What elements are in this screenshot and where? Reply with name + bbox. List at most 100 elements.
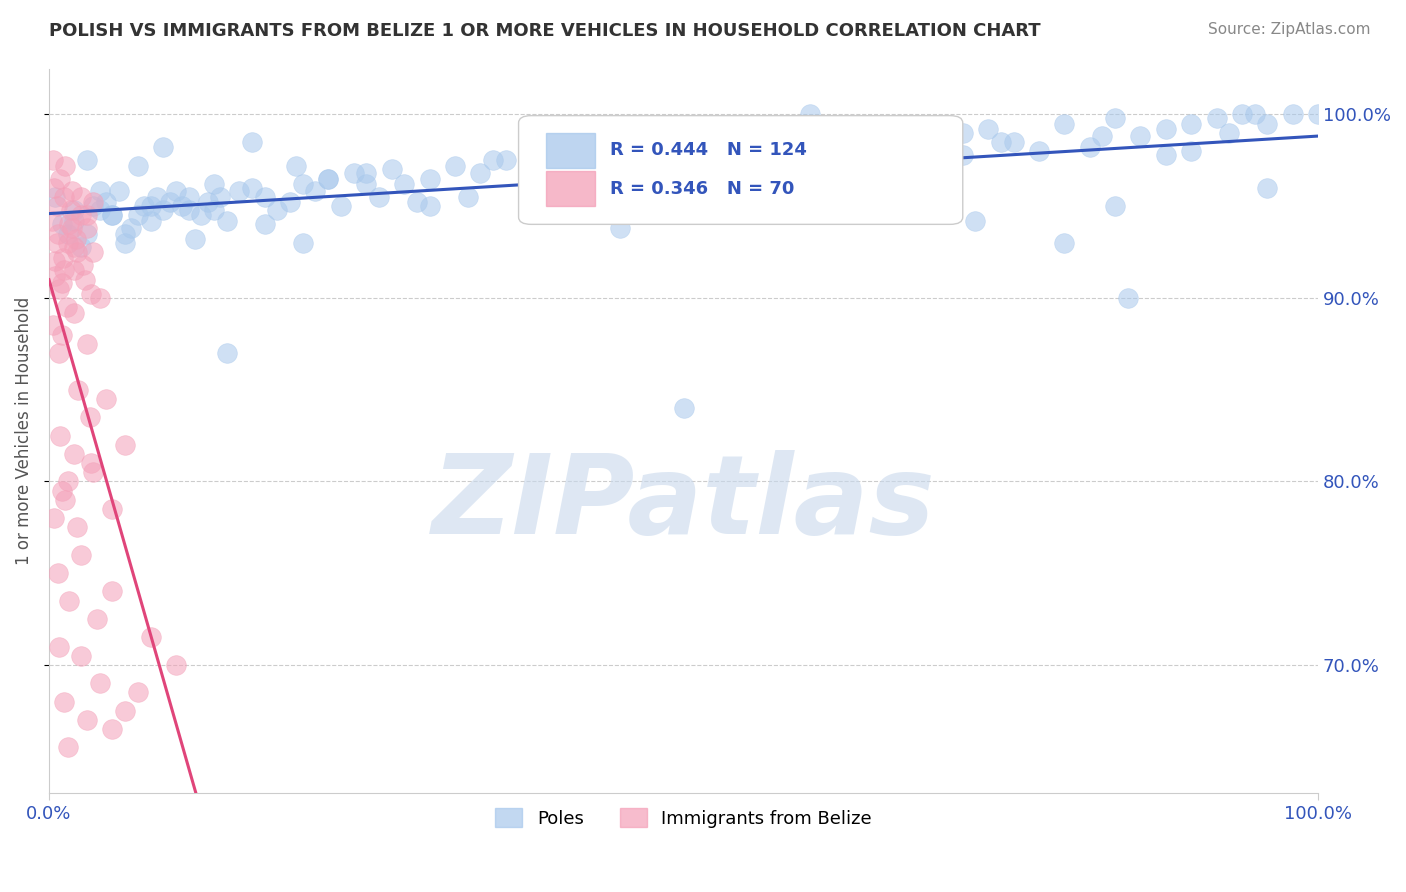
Point	[1091, 129, 1114, 144]
Point	[48, 282, 70, 296]
Point	[60, 185, 83, 199]
Point	[596, 144, 619, 158]
Point	[927, 126, 949, 140]
Point	[520, 190, 543, 204]
Point	[838, 171, 860, 186]
Point	[228, 185, 250, 199]
Point	[394, 177, 416, 191]
Point	[851, 129, 873, 144]
Point	[209, 190, 232, 204]
Text: ZIPatlas: ZIPatlas	[432, 450, 935, 557]
Point	[773, 159, 796, 173]
Point	[1129, 129, 1152, 144]
Point	[647, 166, 669, 180]
Point	[278, 195, 301, 210]
Point	[63, 239, 86, 253]
Point	[63, 263, 86, 277]
Point	[49, 171, 72, 186]
Point	[1116, 291, 1139, 305]
Point	[1308, 107, 1330, 121]
Point	[1180, 144, 1202, 158]
Point	[42, 153, 65, 168]
Point	[240, 181, 263, 195]
Point	[66, 520, 89, 534]
Point	[127, 685, 149, 699]
Point	[672, 159, 695, 173]
Point	[59, 202, 82, 217]
Point	[889, 153, 911, 168]
Point	[56, 475, 79, 489]
Point	[1154, 122, 1177, 136]
Point	[304, 185, 326, 199]
Point	[94, 195, 117, 210]
Point	[177, 202, 200, 217]
Point	[215, 346, 238, 360]
Point	[52, 251, 75, 265]
Point	[799, 140, 821, 154]
Point	[58, 593, 80, 607]
Point	[863, 162, 886, 177]
Point	[114, 235, 136, 250]
Point	[82, 245, 104, 260]
Point	[520, 181, 543, 195]
Point	[51, 327, 73, 342]
Point	[55, 159, 77, 173]
Point	[101, 584, 124, 599]
Point	[51, 218, 73, 232]
Point	[1053, 117, 1076, 131]
Legend: Poles, Immigrants from Belize: Poles, Immigrants from Belize	[488, 801, 879, 835]
Point	[215, 214, 238, 228]
Point	[69, 190, 91, 204]
Point	[44, 268, 66, 283]
Point	[266, 202, 288, 217]
Point	[72, 258, 94, 272]
Point	[876, 153, 898, 168]
Point	[482, 153, 505, 168]
Point	[55, 300, 77, 314]
Point	[60, 221, 83, 235]
Point	[1230, 107, 1253, 121]
Point	[53, 263, 76, 277]
Point	[63, 447, 86, 461]
Point	[89, 291, 111, 305]
Point	[647, 122, 669, 136]
Point	[46, 566, 69, 581]
Point	[609, 221, 631, 235]
Point	[89, 676, 111, 690]
Point	[69, 239, 91, 253]
Point	[1180, 117, 1202, 131]
Point	[184, 232, 207, 246]
Point	[49, 428, 72, 442]
Point	[45, 199, 67, 213]
Point	[152, 140, 174, 154]
Point	[101, 208, 124, 222]
Point	[1256, 117, 1278, 131]
Point	[58, 218, 80, 232]
Point	[159, 195, 181, 210]
Point	[101, 208, 124, 222]
Point	[824, 162, 846, 177]
Point	[63, 305, 86, 319]
Point	[79, 410, 101, 425]
Point	[253, 218, 276, 232]
Point	[63, 202, 86, 217]
Point	[48, 640, 70, 654]
Point	[48, 346, 70, 360]
Point	[444, 159, 467, 173]
Point	[621, 153, 644, 168]
Point	[101, 502, 124, 516]
Point	[710, 144, 733, 158]
Point	[952, 148, 974, 162]
Point	[470, 166, 492, 180]
Point	[73, 272, 96, 286]
Point	[735, 181, 758, 195]
Point	[94, 392, 117, 406]
Point	[42, 318, 65, 333]
Text: R = 0.346   N = 70: R = 0.346 N = 70	[610, 180, 794, 198]
Point	[139, 214, 162, 228]
Point	[89, 202, 111, 217]
Point	[114, 438, 136, 452]
Point	[748, 148, 770, 162]
Point	[1104, 111, 1126, 125]
Point	[41, 214, 63, 228]
